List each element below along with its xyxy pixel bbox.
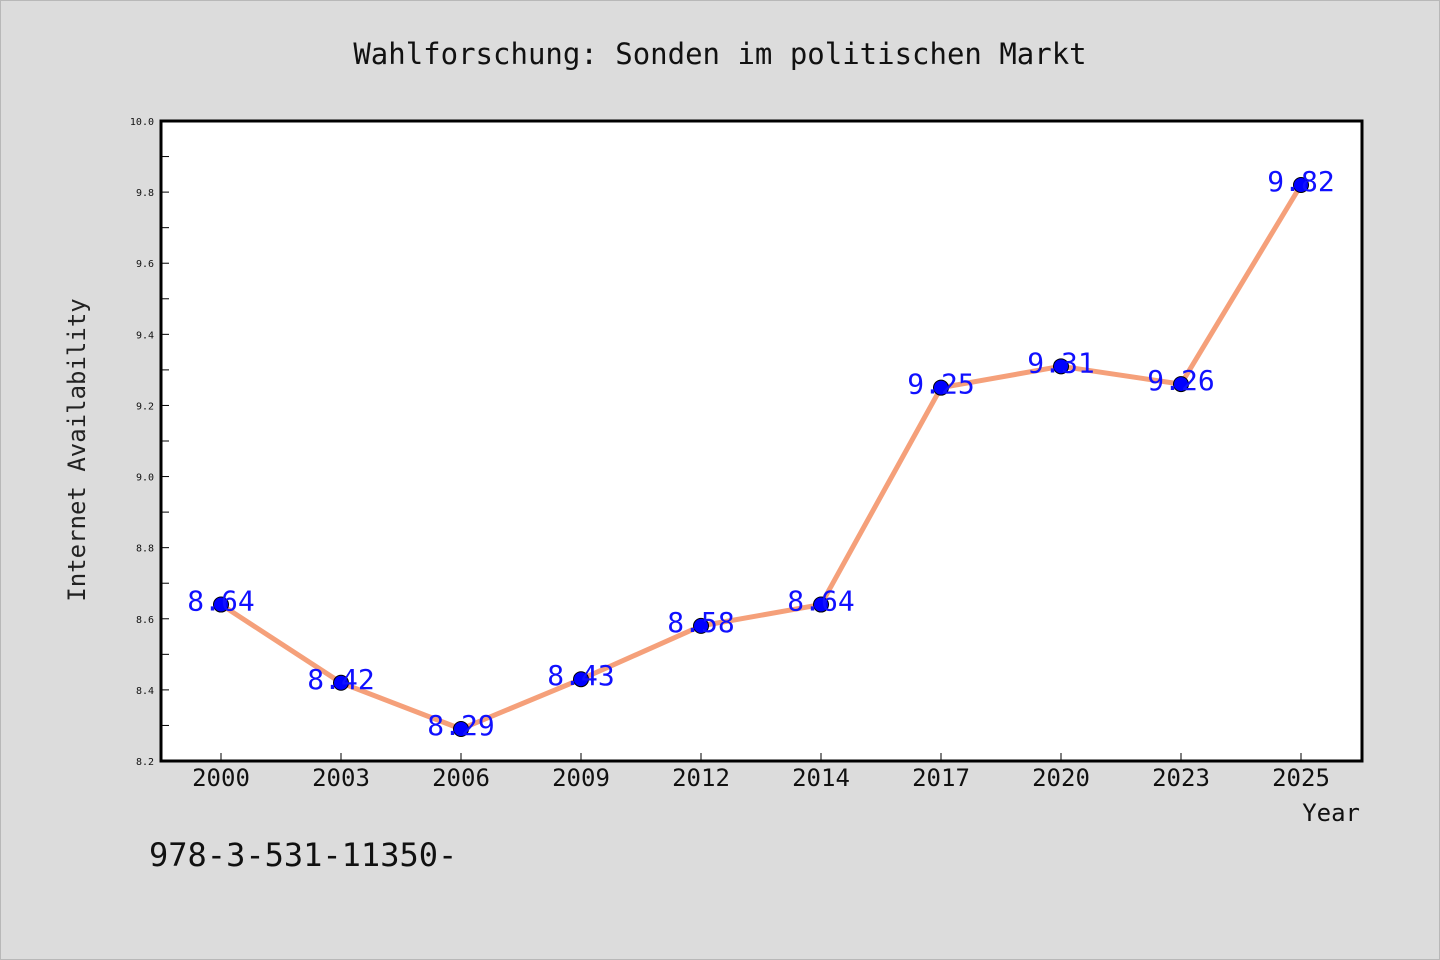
data-labels: 8.64 8.42 8.29 8.43 8.58 8.64 9.25 9.31 9.26 9.82 bbox=[187, 165, 1334, 742]
y-tick-label: 9.4 bbox=[136, 330, 154, 341]
data-label: 8.43 bbox=[547, 659, 614, 692]
y-tick-label: 8.4 bbox=[136, 686, 154, 697]
data-label: 9.25 bbox=[907, 368, 974, 401]
data-point bbox=[573, 671, 589, 688]
y-tick-label: 9.2 bbox=[136, 401, 154, 412]
y-tick-label: 9.8 bbox=[136, 188, 154, 199]
data-point bbox=[1293, 177, 1309, 193]
x-tick-label: 2012 bbox=[672, 764, 730, 792]
chart-title: Wahlforschung: Sonden im politischen Mar… bbox=[353, 37, 1086, 71]
data-point bbox=[813, 596, 829, 613]
x-tick-label: 2003 bbox=[312, 764, 370, 792]
y-tick-label: 8.2 bbox=[136, 757, 154, 768]
x-tick-label: 2017 bbox=[912, 764, 970, 792]
data-point bbox=[453, 721, 469, 737]
x-tick-label: 2000 bbox=[192, 764, 250, 792]
x-tick-label: 2006 bbox=[432, 764, 490, 792]
data-label: 9.82 bbox=[1267, 165, 1334, 198]
x-tick-label: 2025 bbox=[1272, 764, 1330, 792]
y-tick-label: 10.0 bbox=[130, 117, 154, 128]
x-axis: 2000 2003 2006 2009 2012 2014 2017 2020 2023 2025 bbox=[192, 753, 1330, 792]
data-label: 9.31 bbox=[1027, 346, 1094, 379]
data-point bbox=[213, 596, 229, 613]
series-line bbox=[218, 182, 1304, 732]
y-axis: 8.2 8.4 8.6 8.8 9.0 9.2 9.4 9.6 9.8 10.0 bbox=[130, 117, 169, 768]
footer-text: 978-3-531-11350- bbox=[149, 836, 457, 874]
x-tick-label: 2014 bbox=[792, 764, 850, 792]
data-point bbox=[1053, 358, 1069, 375]
y-tick-label: 8.8 bbox=[136, 544, 154, 555]
y-axis-label: Internet Availability bbox=[63, 298, 91, 601]
x-axis-label: Year bbox=[1302, 799, 1360, 827]
plot-area bbox=[159, 119, 1364, 763]
data-points bbox=[213, 177, 1309, 737]
data-point bbox=[933, 379, 949, 396]
y-tick-label: 9.0 bbox=[136, 473, 154, 484]
data-label: 8.29 bbox=[427, 709, 494, 742]
data-point bbox=[693, 617, 709, 634]
x-tick-label: 2023 bbox=[1152, 764, 1210, 792]
data-label: 8.64 bbox=[787, 585, 854, 618]
y-tick-label: 8.6 bbox=[136, 615, 154, 626]
x-tick-label: 2009 bbox=[552, 764, 610, 792]
data-label: 8.58 bbox=[667, 606, 734, 639]
data-label: 8.42 bbox=[307, 663, 374, 696]
data-point bbox=[333, 674, 349, 691]
data-label: 9.26 bbox=[1147, 364, 1214, 397]
data-point bbox=[1173, 376, 1189, 393]
x-tick-label: 2020 bbox=[1032, 764, 1090, 792]
y-tick-label: 9.6 bbox=[136, 259, 154, 270]
data-label: 8.64 bbox=[187, 585, 254, 618]
